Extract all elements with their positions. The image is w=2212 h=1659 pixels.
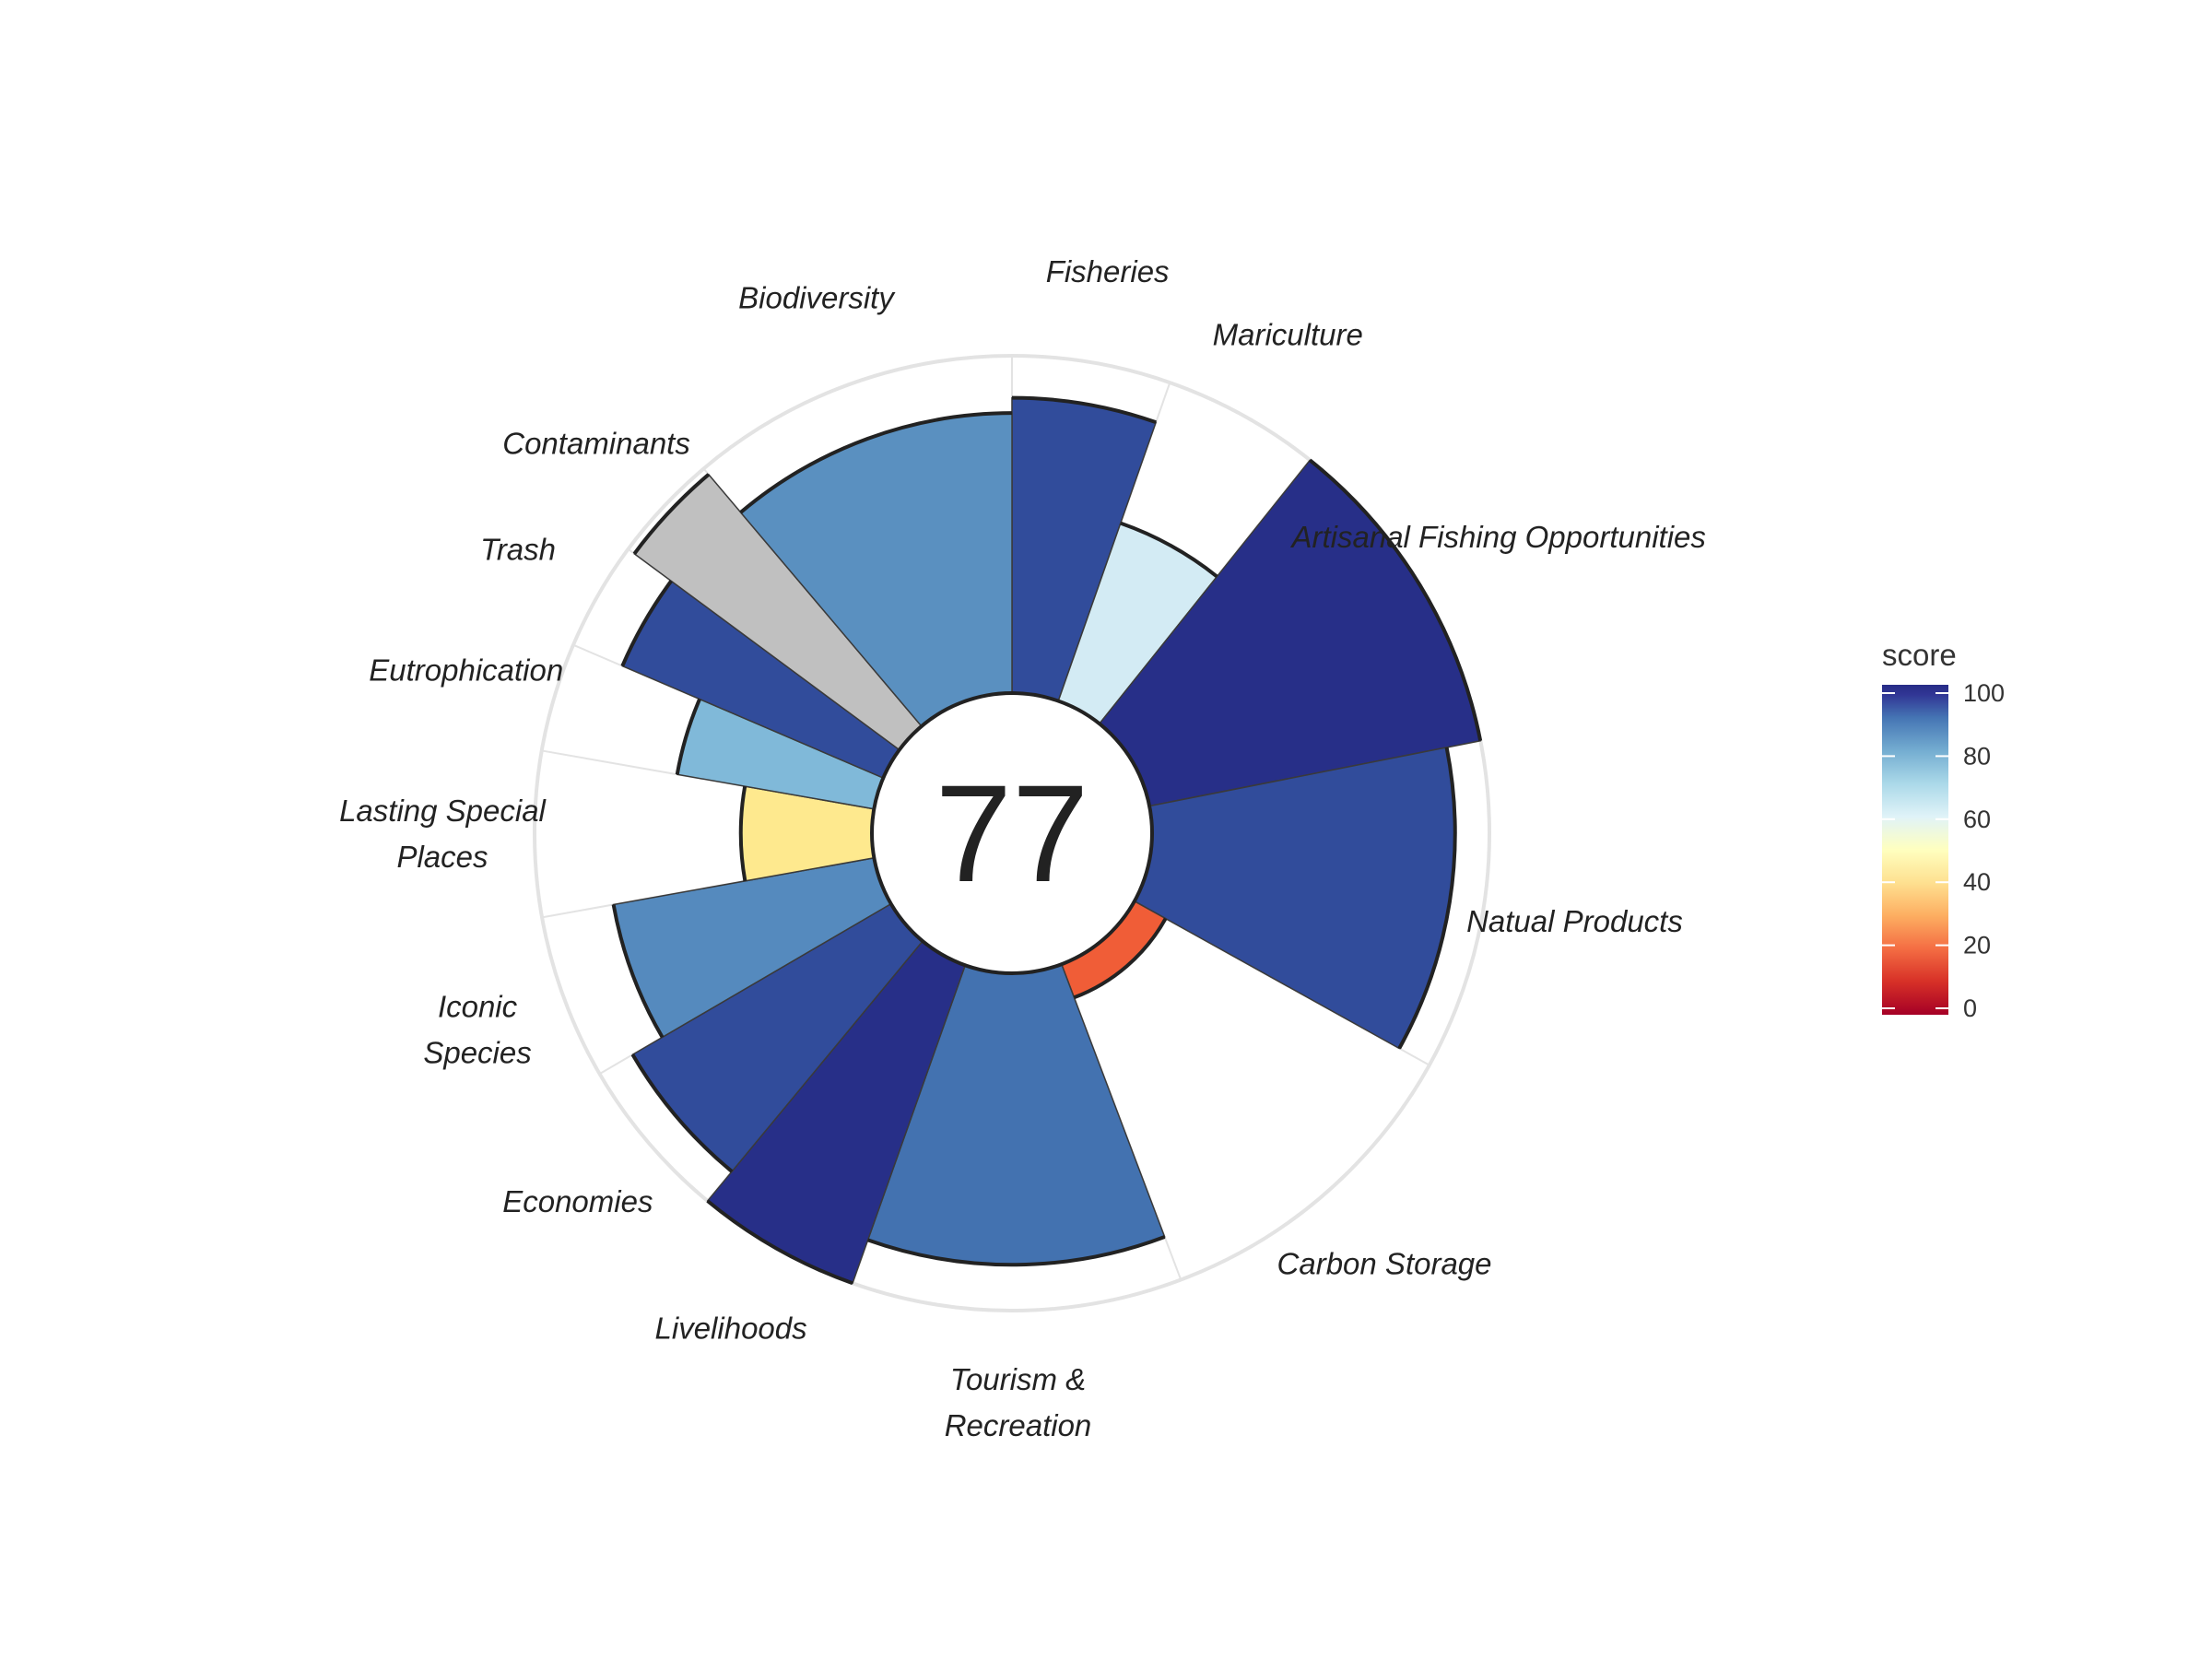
petal-outer-edge	[630, 1053, 734, 1173]
petal-outer-edge	[1397, 747, 1457, 1050]
score-legend: score 100 80 60 40 20 0	[1882, 638, 2005, 1022]
category-label: Biodiversity	[738, 281, 896, 315]
category-label: Natual Products	[1466, 904, 1683, 938]
category-label: Iconic Species	[423, 990, 531, 1070]
category-label: Lasting Special Places	[339, 794, 547, 874]
petal-outer-edge	[611, 904, 665, 1039]
category-label: Contaminants	[502, 426, 690, 460]
category-label: Mariculture	[1213, 317, 1363, 351]
legend-tick-label: 80	[1963, 742, 1991, 770]
category-label: Artisanal Fishing Opportunities	[1290, 520, 1706, 554]
category-label: Eutrophication	[369, 653, 563, 688]
category-label: Trash	[480, 532, 556, 566]
category-label: Livelihoods	[655, 1312, 807, 1346]
petal-outer-edge	[620, 580, 673, 667]
legend-colorbar	[1882, 685, 1948, 1015]
category-label: Economies	[502, 1184, 653, 1218]
center-circle	[870, 691, 1154, 975]
category-label: Fisheries	[1046, 254, 1170, 288]
center-score: 77	[935, 756, 1089, 911]
legend-tick-label: 100	[1963, 679, 2005, 707]
petal-outer-edge	[675, 698, 701, 775]
petal-outer-edge	[1073, 917, 1168, 1000]
petal-outer-edge	[632, 473, 711, 555]
petal-outlines	[611, 395, 1483, 1286]
petal-outer-edge	[739, 411, 1013, 514]
legend-tick-label: 20	[1963, 932, 1991, 959]
petal-outer-edge	[738, 785, 747, 882]
category-label: Carbon Storage	[1277, 1247, 1492, 1281]
legend-ticks: 100 80 60 40 20 0	[1882, 679, 2005, 1022]
category-labels: Fisheries Mariculture Artisanal Fishing Op…	[339, 254, 1706, 1442]
petal-outer-edge	[1011, 395, 1157, 425]
legend-tick-label: 40	[1963, 868, 1991, 896]
category-label: Tourism & Recreation	[945, 1362, 1092, 1442]
legend-title: score	[1882, 638, 1957, 672]
legend-tick-label: 0	[1963, 994, 1977, 1022]
petal-outer-edge	[706, 1199, 853, 1286]
petal-outer-edge	[866, 1235, 1166, 1267]
legend-tick-label: 60	[1963, 806, 1991, 833]
petal-outer-edge	[1309, 458, 1483, 742]
petal-outer-edge	[1120, 521, 1218, 579]
